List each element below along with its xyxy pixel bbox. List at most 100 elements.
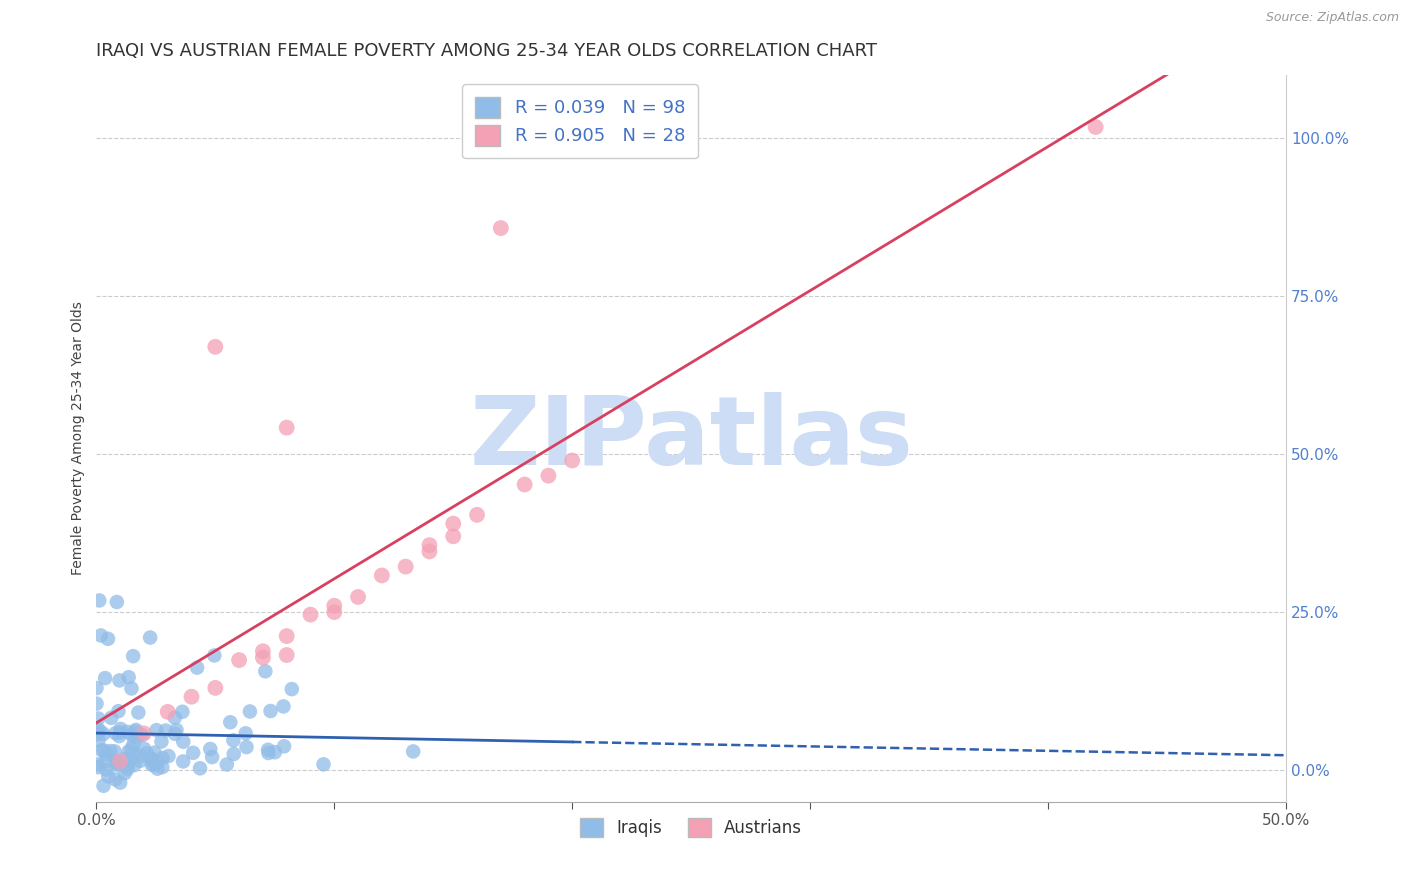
Point [108,673,131,688]
Point [299,607,322,622]
Point [204,340,226,354]
Point [89,724,111,739]
Point [122,649,145,664]
Point [235,726,257,740]
Point [124,724,146,739]
Point [276,420,298,434]
Point [118,756,141,770]
Point [141,751,163,765]
Point [122,758,145,772]
Point [134,741,156,756]
Point [186,660,208,674]
Point [146,762,169,776]
Point [252,650,274,665]
Point [259,704,281,718]
Point [166,723,188,737]
Point [108,729,131,743]
Point [125,730,148,744]
Point [108,725,131,739]
Point [252,644,274,658]
Point [418,538,440,552]
Point [108,754,131,768]
Point [145,723,167,738]
Point [97,769,120,783]
Point [222,747,245,761]
Point [276,629,298,643]
Point [103,744,125,758]
Point [257,746,280,760]
Point [418,544,440,558]
Point [371,568,394,582]
Point [127,706,149,720]
Point [104,726,127,740]
Point [87,760,110,774]
Point [228,653,250,667]
Point [239,705,262,719]
Point [172,755,194,769]
Point [172,735,194,749]
Point [441,516,464,531]
Point [122,737,145,751]
Point [117,762,139,776]
Point [90,743,112,757]
Point [155,723,177,738]
Point [513,477,536,491]
Point [395,559,418,574]
Point [1084,120,1107,134]
Point [115,759,138,773]
Point [489,221,512,235]
Point [150,760,173,774]
Point [90,628,112,642]
Point [96,763,118,777]
Point [132,726,155,740]
Point [93,779,115,793]
Point [264,745,287,759]
Point [142,758,165,772]
Point [129,754,152,768]
Point [110,722,132,736]
Point [257,743,280,757]
Text: IRAQI VS AUSTRIAN FEMALE POVERTY AMONG 25-34 YEAR OLDS CORRELATION CHART: IRAQI VS AUSTRIAN FEMALE POVERTY AMONG 2… [97,42,877,60]
Point [86,727,108,741]
Point [122,748,145,763]
Point [93,743,115,757]
Point [118,670,141,684]
Point [93,727,115,741]
Point [157,749,180,764]
Point [145,756,167,770]
Legend: Iraqis, Austrians: Iraqis, Austrians [574,812,808,844]
Point [402,744,425,758]
Point [254,665,277,679]
Point [323,599,346,613]
Text: Source: ZipAtlas.com: Source: ZipAtlas.com [1265,11,1399,24]
Point [87,722,110,736]
Point [87,733,110,747]
Point [163,727,186,741]
Point [281,682,304,697]
Point [465,508,488,522]
Point [441,529,464,543]
Point [94,755,117,769]
Point [347,590,370,604]
Point [150,734,173,748]
Point [141,757,163,772]
Point [222,733,245,747]
Point [105,595,128,609]
Point [537,468,560,483]
Point [152,751,174,765]
Point [86,697,108,711]
Point [204,681,226,695]
Point [86,757,108,772]
Point [129,749,152,764]
Point [105,755,128,769]
Point [273,739,295,754]
Point [163,710,186,724]
Point [180,690,202,704]
Point [312,757,335,772]
Point [97,632,120,646]
Point [141,753,163,767]
Point [172,705,194,719]
Point [117,725,139,739]
Point [86,681,108,695]
Point [188,761,211,775]
